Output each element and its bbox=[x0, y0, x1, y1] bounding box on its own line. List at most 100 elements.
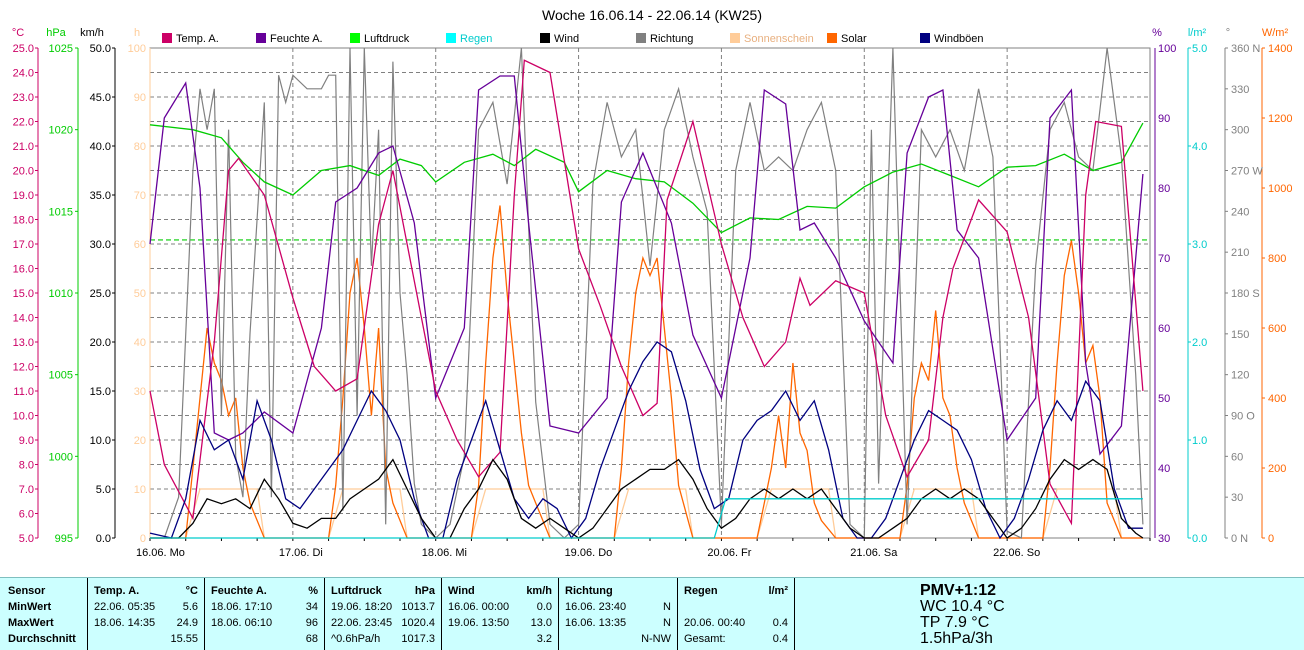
legend-label: Sonnenschein bbox=[744, 33, 814, 45]
sun-tick-label: 0 bbox=[140, 533, 146, 545]
temp-min-time: 22.06. 05:35 bbox=[94, 601, 156, 613]
direction-tick-label: 210 bbox=[1231, 247, 1249, 259]
sensor-header: Sensor bbox=[8, 585, 46, 597]
temp-tick-label: 25.0 bbox=[13, 43, 34, 55]
series-line-feuchte-a- bbox=[149, 75, 1144, 456]
hum-avg-value: 68 bbox=[305, 633, 318, 645]
series-line-windb-en bbox=[149, 341, 1143, 540]
sun-axis-unit: h bbox=[134, 27, 140, 39]
x-tick-label: 20.06. Fr bbox=[707, 547, 751, 559]
rain-max-value: 0.4 bbox=[772, 617, 788, 629]
sun-tick-label: 100 bbox=[128, 43, 146, 55]
temp-tick-label: 20.0 bbox=[13, 166, 34, 178]
direction-axis-unit: ° bbox=[1226, 27, 1230, 39]
sun-tick-label: 90 bbox=[134, 92, 146, 104]
wind-tick-label: 45.0 bbox=[90, 92, 111, 104]
press-min-time: 19.06. 18:20 bbox=[331, 601, 393, 613]
solar-tick-label: 1200 bbox=[1268, 113, 1292, 125]
direction-tick-label: 30 bbox=[1231, 492, 1243, 504]
wind-min-time: 16.06. 00:00 bbox=[448, 601, 510, 613]
humidity-tick-label: 30 bbox=[1158, 533, 1170, 545]
pressure-tick-label: 1010 bbox=[49, 288, 73, 300]
humidity-tick-label: 50 bbox=[1158, 393, 1170, 405]
statistics-panel: Sensor MinWert MaxWert Durchschnitt Temp… bbox=[0, 577, 1304, 650]
wind-avg-value: 3.2 bbox=[536, 633, 552, 645]
temp-tick-label: 17.0 bbox=[13, 239, 34, 251]
legend-label: Richtung bbox=[650, 33, 693, 45]
direction-tick-label: 150 bbox=[1231, 329, 1249, 341]
temp-tick-label: 7.0 bbox=[19, 484, 34, 496]
legend-swatch bbox=[920, 33, 930, 43]
press-header: Luftdruck bbox=[331, 585, 382, 597]
direction-tick-label: 60 bbox=[1231, 451, 1243, 463]
stats-humidity-column: Feuchte A.% 18.06. 17:10 34 18.06. 06:10 9… bbox=[205, 578, 325, 650]
solar-tick-label: 0 bbox=[1268, 533, 1274, 545]
temp-tick-label: 22.0 bbox=[13, 117, 34, 129]
temp-tick-label: 9.0 bbox=[19, 435, 34, 447]
series-line-luftdruck bbox=[149, 122, 1144, 234]
direction-tick-label: 300 bbox=[1231, 125, 1249, 137]
legend-swatch bbox=[446, 33, 456, 43]
wind-max-value: 13.0 bbox=[530, 617, 552, 629]
rain-tick-label: 0.0 bbox=[1192, 533, 1207, 545]
direction-tick-label: 90 O bbox=[1231, 411, 1255, 423]
pressure-tick-label: 1025 bbox=[49, 43, 73, 55]
temp-tick-label: 24.0 bbox=[13, 68, 34, 80]
chart-title: Woche 16.06.14 - 22.06.14 (KW25) bbox=[542, 7, 762, 23]
temp-min-value: 5.6 bbox=[182, 601, 198, 613]
rain-total-label: Gesamt: bbox=[684, 633, 726, 645]
rain-tick-label: 4.0 bbox=[1192, 141, 1207, 153]
legend-swatch bbox=[827, 33, 837, 43]
stats-pmv-column: PMV+1:12 WC 10.4 °C TP 7.9 °C 1.5hPa/3h bbox=[795, 578, 1304, 650]
sun-tick-label: 50 bbox=[134, 288, 146, 300]
pressure-tick-label: 1015 bbox=[49, 206, 73, 218]
row-label-min: MinWert bbox=[8, 601, 52, 613]
wind-axis-unit: km/h bbox=[80, 27, 104, 39]
temp-tick-label: 6.0 bbox=[19, 509, 34, 521]
dir-max-value: N bbox=[663, 617, 671, 629]
rain-tick-label: 1.0 bbox=[1192, 435, 1207, 447]
legend-swatch bbox=[350, 33, 360, 43]
pressure-axis-unit: hPa bbox=[46, 27, 66, 39]
direction-tick-label: 0 N bbox=[1231, 533, 1248, 545]
press-unit: hPa bbox=[414, 585, 435, 597]
press-avg-value: 1017.3 bbox=[401, 633, 435, 645]
solar-tick-label: 1000 bbox=[1268, 183, 1292, 195]
solar-tick-label: 600 bbox=[1268, 323, 1286, 335]
wind-min-value: 0.0 bbox=[536, 601, 552, 613]
temp-tick-label: 15.0 bbox=[13, 288, 34, 300]
direction-tick-label: 330 bbox=[1231, 84, 1249, 96]
wind-unit: km/h bbox=[526, 585, 552, 597]
sun-tick-label: 30 bbox=[134, 386, 146, 398]
temp-axis-unit: °C bbox=[12, 27, 24, 39]
x-tick-label: 22.06. So bbox=[993, 547, 1040, 559]
x-tick-label: 16.06. Mo bbox=[136, 547, 185, 559]
press-max-time: 22.06. 23:45 bbox=[331, 617, 393, 629]
dir-header: Richtung bbox=[565, 585, 613, 597]
legend-label: Windböen bbox=[934, 33, 984, 45]
press-min-value: 1013.7 bbox=[401, 601, 435, 613]
direction-tick-label: 240 bbox=[1231, 206, 1249, 218]
stats-wind-column: Wind km/h 16.06. 00:00 0.0 19.06. 13:50 13.… bbox=[442, 578, 559, 650]
legend-label: Wind bbox=[554, 33, 579, 45]
temp-tick-label: 21.0 bbox=[13, 141, 34, 153]
rain-axis-unit: l/m² bbox=[1188, 27, 1207, 39]
temp-tick-label: 10.0 bbox=[13, 411, 34, 423]
stats-rain-column: Regen l/m² 20.06. 00:40 0.4 Gesamt: 0.4 bbox=[678, 578, 795, 650]
stats-pressure-column: Luftdruck hPa 19.06. 18:20 1013.7 22.06. 2… bbox=[325, 578, 442, 650]
humidity-tick-label: 70 bbox=[1158, 253, 1170, 265]
humidity-tick-label: 80 bbox=[1158, 183, 1170, 195]
temp-tick-label: 12.0 bbox=[13, 362, 34, 374]
stats-direction-column: Richtung 16.06. 23:40 N 16.06. 13:35 N N-N… bbox=[559, 578, 678, 650]
legend-label: Solar bbox=[841, 33, 867, 45]
temp-tick-label: 19.0 bbox=[13, 190, 34, 202]
sun-tick-label: 40 bbox=[134, 337, 146, 349]
pressure-tick-label: 1005 bbox=[49, 370, 73, 382]
direction-tick-label: 360 N bbox=[1231, 43, 1260, 55]
solar-tick-label: 1400 bbox=[1268, 43, 1292, 55]
wind-tick-label: 20.0 bbox=[90, 337, 111, 349]
humidity-axis-unit: % bbox=[1152, 27, 1162, 39]
series-line-solar bbox=[150, 205, 1143, 539]
row-label-max: MaxWert bbox=[8, 617, 54, 629]
hum-min-value: 34 bbox=[305, 601, 318, 613]
